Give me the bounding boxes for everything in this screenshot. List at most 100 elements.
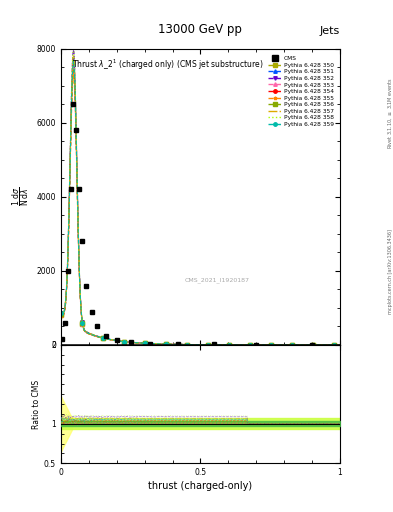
Line: Pythia 6.428 358: Pythia 6.428 358 [61,47,340,345]
Text: Jets: Jets [320,26,340,36]
Pythia 6.428 359 [338,342,342,348]
Pythia 6.428 354 [71,57,76,63]
Y-axis label: $\frac{1}{\mathrm{N}}\frac{\mathrm{d}\sigma}{\mathrm{d}\lambda}$: $\frac{1}{\mathrm{N}}\frac{\mathrm{d}\si… [11,187,32,206]
Line: Pythia 6.428 355: Pythia 6.428 355 [60,73,342,347]
Pythia 6.428 351 [59,310,64,316]
Text: 13000 GeV pp: 13000 GeV pp [158,23,242,36]
Pythia 6.428 359 [71,58,76,64]
Line: Pythia 6.428 356: Pythia 6.428 356 [60,68,342,347]
Pythia 6.428 356 [59,311,64,317]
CMS [79,238,84,244]
Pythia 6.428 353 [261,342,266,348]
Pythia 6.428 353 [93,333,98,339]
Pythia 6.428 359 [235,342,240,348]
Pythia 6.428 357 [235,342,240,348]
Pythia 6.428 352 [93,332,98,338]
Pythia 6.428 359 [59,310,64,316]
Line: Pythia 6.428 351: Pythia 6.428 351 [60,55,342,347]
Pythia 6.428 352 [151,340,155,347]
Line: Pythia 6.428 359: Pythia 6.428 359 [60,59,342,347]
Pythia 6.428 350 [93,333,98,339]
Line: Pythia 6.428 353: Pythia 6.428 353 [60,68,342,347]
Pythia 6.428 355 [93,333,98,339]
CMS [176,341,180,347]
CMS [60,336,65,343]
Pythia 6.428 353 [262,342,267,348]
Pythia 6.428 352 [59,310,64,316]
Pythia 6.428 357 [71,53,76,59]
Pythia 6.428 352 [338,342,342,348]
Pythia 6.428 351 [262,342,267,348]
Pythia 6.428 358 [93,332,98,338]
Pythia 6.428 357 [261,342,266,348]
Pythia 6.428 357 [59,310,64,316]
Pythia 6.428 353 [235,342,240,348]
Pythia 6.428 358 [235,342,240,348]
Pythia 6.428 357 [151,340,155,347]
CMS [128,339,133,346]
Pythia 6.428 359 [261,342,266,348]
Pythia 6.428 358 [71,44,76,50]
X-axis label: thrust (charged-only): thrust (charged-only) [149,481,252,492]
Pythia 6.428 351 [235,342,240,348]
CMS [74,127,79,133]
Pythia 6.428 357 [170,341,175,347]
Pythia 6.428 356 [262,342,267,348]
Pythia 6.428 354 [235,342,240,348]
Pythia 6.428 351 [261,342,266,348]
Pythia 6.428 350 [261,342,266,348]
Pythia 6.428 359 [93,333,98,339]
Pythia 6.428 358 [338,342,342,348]
CMS [63,319,68,326]
Pythia 6.428 356 [93,333,98,339]
Pythia 6.428 354 [93,333,98,339]
CMS [71,101,76,107]
Pythia 6.428 357 [93,333,98,339]
Pythia 6.428 356 [170,341,175,347]
Pythia 6.428 351 [170,341,175,347]
Pythia 6.428 350 [235,342,240,348]
Pythia 6.428 350 [72,66,76,72]
Pythia 6.428 358 [262,342,267,348]
Pythia 6.428 353 [71,67,76,73]
Line: Pythia 6.428 350: Pythia 6.428 350 [60,68,342,347]
CMS [95,323,99,329]
Pythia 6.428 355 [59,312,64,318]
CMS [103,332,108,338]
Pythia 6.428 358 [261,342,266,348]
Pythia 6.428 353 [151,340,155,347]
CMS [68,186,73,193]
Y-axis label: Ratio to CMS: Ratio to CMS [32,379,41,429]
Pythia 6.428 359 [170,341,175,347]
CMS [84,283,88,289]
CMS [212,342,217,348]
Text: CMS_2021_I1920187: CMS_2021_I1920187 [185,277,250,283]
Pythia 6.428 351 [93,333,98,339]
CMS [77,186,81,193]
Line: Pythia 6.428 352: Pythia 6.428 352 [60,49,342,347]
CMS [89,308,94,314]
Pythia 6.428 357 [338,342,342,348]
Pythia 6.428 356 [72,66,76,72]
CMS [114,337,119,344]
Line: CMS: CMS [60,102,314,347]
Pythia 6.428 356 [261,342,266,348]
Pythia 6.428 351 [151,340,155,347]
Pythia 6.428 358 [170,341,175,347]
Pythia 6.428 353 [59,312,64,318]
Line: Pythia 6.428 357: Pythia 6.428 357 [61,56,340,345]
Pythia 6.428 355 [261,342,266,348]
Pythia 6.428 351 [338,342,342,348]
Pythia 6.428 351 [71,54,76,60]
Pythia 6.428 352 [71,47,76,53]
Text: mcplots.cern.ch [arXiv:1306.3436]: mcplots.cern.ch [arXiv:1306.3436] [388,229,393,314]
Pythia 6.428 356 [338,342,342,348]
Pythia 6.428 350 [151,340,155,347]
Pythia 6.428 358 [59,310,64,316]
Pythia 6.428 350 [170,341,175,347]
Pythia 6.428 355 [71,72,76,78]
Pythia 6.428 352 [170,341,175,347]
Pythia 6.428 354 [338,342,342,348]
Line: Pythia 6.428 354: Pythia 6.428 354 [60,58,342,347]
CMS [66,268,70,274]
